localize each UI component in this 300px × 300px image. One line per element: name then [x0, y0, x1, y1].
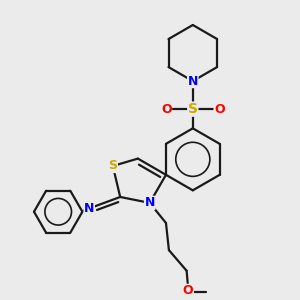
Text: S: S: [108, 160, 117, 172]
Text: O: O: [214, 103, 225, 116]
Text: O: O: [183, 284, 194, 297]
Text: S: S: [188, 102, 198, 116]
Text: N: N: [145, 196, 155, 209]
Text: N: N: [188, 75, 198, 88]
Text: O: O: [161, 103, 172, 116]
Text: N: N: [84, 202, 94, 215]
